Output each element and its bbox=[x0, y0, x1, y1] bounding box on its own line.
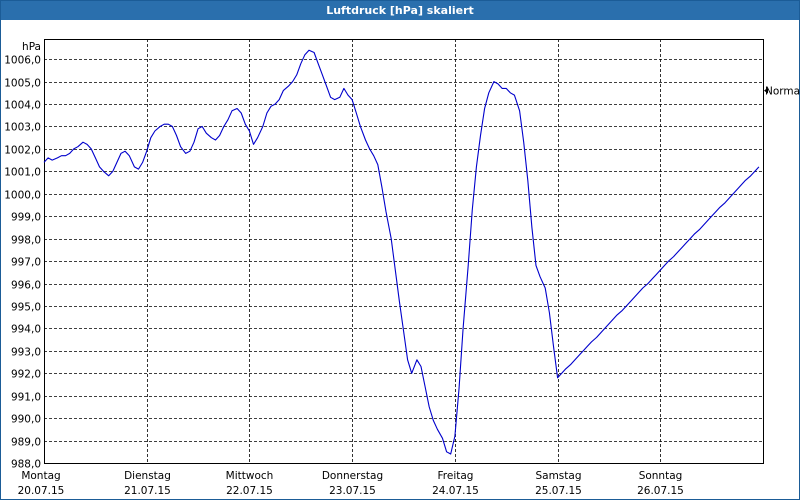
x-tick-day: Mittwoch bbox=[226, 470, 274, 482]
y-tick-label: 1002,0 bbox=[4, 145, 41, 157]
y-tick-label: 994,0 bbox=[11, 324, 41, 336]
window-title: Luftdruck [hPa] skaliert bbox=[1, 1, 799, 20]
x-tick-date: 26.07.15 bbox=[637, 485, 684, 497]
y-tick-label: 992,0 bbox=[11, 369, 41, 381]
y-tick-label: 999,0 bbox=[11, 212, 41, 224]
x-tick-date: 22.07.15 bbox=[226, 485, 273, 497]
x-tick-day: Montag bbox=[21, 470, 60, 482]
x-tick-day: Donnerstag bbox=[322, 470, 383, 482]
y-tick-label: 1003,0 bbox=[4, 122, 41, 134]
y-tick-label: 991,0 bbox=[11, 392, 41, 404]
x-tick-date: 21.07.15 bbox=[124, 485, 171, 497]
y-tick-label: 1005,0 bbox=[4, 78, 41, 90]
x-tick-day: Samstag bbox=[535, 470, 581, 482]
x-tick-date: 20.07.15 bbox=[18, 485, 65, 497]
y-tick-label: 1006,0 bbox=[4, 55, 41, 67]
y-tick-label: 993,0 bbox=[11, 347, 41, 359]
x-tick-day: Sonntag bbox=[639, 470, 683, 482]
x-tick-date: 23.07.15 bbox=[329, 485, 376, 497]
y-tick-label: 1004,0 bbox=[4, 100, 41, 112]
y-tick-label: 990,0 bbox=[11, 414, 41, 426]
normal-label: Normal bbox=[765, 86, 800, 98]
normal-marker bbox=[764, 87, 768, 94]
y-tick-label: 998,0 bbox=[11, 235, 41, 247]
y-tick-label: 988,0 bbox=[11, 459, 41, 471]
y-tick-label: 1000,0 bbox=[4, 190, 41, 202]
x-tick-day: Dienstag bbox=[124, 470, 171, 482]
y-axis-unit: hPa bbox=[22, 41, 41, 53]
y-tick-label: 1001,0 bbox=[4, 167, 41, 179]
x-tick-date: 24.07.15 bbox=[432, 485, 479, 497]
y-tick-label: 989,0 bbox=[11, 437, 41, 449]
y-tick-label: 997,0 bbox=[11, 257, 41, 269]
x-tick-day: Freitag bbox=[438, 470, 474, 482]
series-line-luftdruck bbox=[43, 49, 760, 455]
x-tick-date: 25.07.15 bbox=[535, 485, 582, 497]
y-tick-label: 996,0 bbox=[11, 280, 41, 292]
y-tick-label: 995,0 bbox=[11, 302, 41, 314]
plot-frame bbox=[44, 39, 764, 464]
